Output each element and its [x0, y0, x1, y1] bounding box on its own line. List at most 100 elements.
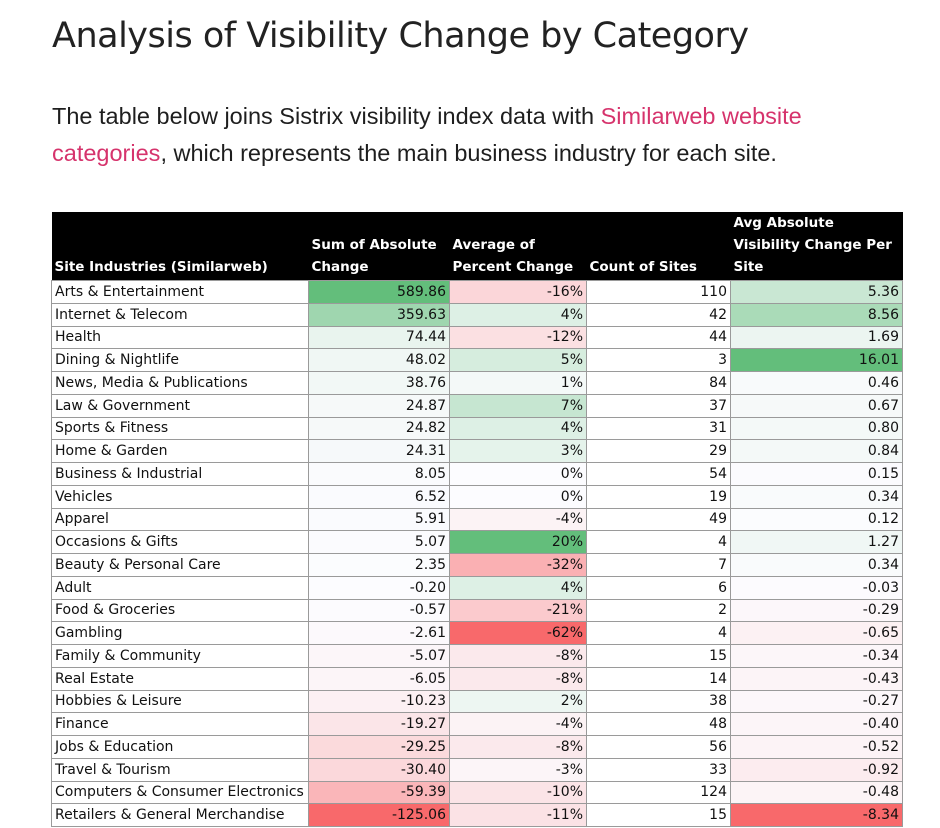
industry-cell: News, Media & Publications [51, 371, 309, 395]
sum-absolute-change-cell: -0.57 [308, 598, 450, 623]
sum-absolute-change-cell: 359.63 [308, 302, 450, 327]
industry-cell: Real Estate [51, 666, 309, 691]
average-percent-change-cell: 7% [449, 393, 587, 418]
industry-cell: Arts & Entertainment [51, 280, 309, 304]
avg-visibility-change-cell: -0.27 [730, 689, 903, 714]
industry-cell: Adult [51, 575, 309, 600]
avg-visibility-change-cell: -0.92 [730, 757, 903, 782]
sum-absolute-change-cell: 589.86 [308, 280, 450, 304]
count-of-sites-cell: 4 [586, 530, 731, 554]
average-percent-change-cell: -8% [449, 644, 587, 668]
table-row: Food & Groceries -0.57 -21% 2 -0.29 [51, 598, 903, 623]
industry-cell: Law & Government [51, 393, 309, 418]
industry-cell: Gambling [51, 621, 309, 645]
sum-absolute-change-cell: 5.07 [308, 530, 450, 554]
avg-visibility-change-cell: -0.52 [730, 735, 903, 759]
sum-absolute-change-cell: 38.76 [308, 371, 450, 395]
industry-cell: Beauty & Personal Care [51, 553, 309, 577]
count-of-sites-cell: 4 [586, 621, 731, 645]
avg-visibility-change-cell: -0.03 [730, 575, 903, 600]
industry-cell: Finance [51, 712, 309, 736]
sum-absolute-change-cell: 8.05 [308, 462, 450, 486]
table-row: Business & Industrial 8.05 0% 54 0.15 [51, 462, 903, 486]
similarweb-categories-link[interactable]: Similarweb website categories [52, 103, 802, 166]
industry-cell: Vehicles [51, 484, 309, 509]
sum-absolute-change-cell: -5.07 [308, 644, 450, 668]
count-of-sites-cell: 2 [586, 598, 731, 623]
count-of-sites-cell: 124 [586, 780, 731, 805]
industry-cell: Travel & Tourism [51, 757, 309, 782]
count-of-sites-cell: 56 [586, 735, 731, 759]
table-row: Arts & Entertainment 589.86 -16% 110 5.36 [51, 280, 903, 304]
table-row: Hobbies & Leisure -10.23 2% 38 -0.27 [51, 689, 903, 714]
sum-absolute-change-cell: 74.44 [308, 325, 450, 350]
header-row: Site Industries (Similarweb) Sum of Abso… [51, 212, 903, 281]
table-row: Health 74.44 -12% 44 1.69 [51, 325, 903, 350]
average-percent-change-cell: 3% [449, 439, 587, 463]
average-percent-change-cell: -21% [449, 598, 587, 623]
table-row: Dining & Nightlife 48.02 5% 3 16.01 [51, 348, 903, 372]
table-row: Computers & Consumer Electronics -59.39 -1… [51, 780, 903, 805]
industry-cell: Family & Community [51, 644, 309, 668]
sum-absolute-change-cell: 24.82 [308, 416, 450, 441]
count-of-sites-cell: 29 [586, 439, 731, 463]
table-row: Retailers & General Merchandise -125.06 -1… [51, 803, 903, 827]
sum-absolute-change-cell: -19.27 [308, 712, 450, 736]
sum-absolute-change-cell: -2.61 [308, 621, 450, 645]
table-row: Sports & Fitness 24.82 4% 31 0.80 [51, 416, 903, 441]
avg-visibility-change-cell: 0.15 [730, 462, 903, 486]
count-of-sites-cell: 54 [586, 462, 731, 486]
avg-visibility-change-cell: -0.65 [730, 621, 903, 645]
count-of-sites-cell: 3 [586, 348, 731, 372]
header-site-industries: Site Industries (Similarweb) [51, 212, 309, 281]
avg-visibility-change-cell: 8.56 [730, 302, 903, 327]
table-row: Gambling -2.61 -62% 4 -0.65 [51, 621, 903, 645]
sum-absolute-change-cell: 24.31 [308, 439, 450, 463]
avg-visibility-change-cell: 0.34 [730, 553, 903, 577]
average-percent-change-cell: -32% [449, 553, 587, 577]
industry-cell: Home & Garden [51, 439, 309, 463]
header-count-of-sites: Count of Sites [586, 212, 731, 281]
table-row: Adult -0.20 4% 6 -0.03 [51, 575, 903, 600]
table-row: Jobs & Education -29.25 -8% 56 -0.52 [51, 735, 903, 759]
table-row: News, Media & Publications 38.76 1% 84 0.46 [51, 371, 903, 395]
avg-visibility-change-cell: 0.80 [730, 416, 903, 441]
avg-visibility-change-cell: 0.34 [730, 484, 903, 509]
avg-visibility-change-cell: -8.34 [730, 803, 903, 827]
count-of-sites-cell: 38 [586, 689, 731, 714]
count-of-sites-cell: 7 [586, 553, 731, 577]
count-of-sites-cell: 19 [586, 484, 731, 509]
industry-cell: Hobbies & Leisure [51, 689, 309, 714]
avg-visibility-change-cell: -0.43 [730, 666, 903, 691]
count-of-sites-cell: 37 [586, 393, 731, 418]
count-of-sites-cell: 44 [586, 325, 731, 350]
sum-absolute-change-cell: 6.52 [308, 484, 450, 509]
avg-visibility-change-cell: -0.29 [730, 598, 903, 623]
average-percent-change-cell: -10% [449, 780, 587, 805]
sum-absolute-change-cell: -6.05 [308, 666, 450, 691]
table-body: Arts & Entertainment 589.86 -16% 110 5.36 Int… [51, 280, 903, 827]
industry-cell: Sports & Fitness [51, 416, 309, 441]
average-percent-change-cell: -11% [449, 803, 587, 827]
table-row: Real Estate -6.05 -8% 14 -0.43 [51, 666, 903, 691]
visibility-table: Site Industries (Similarweb) Sum of Abso… [51, 212, 903, 827]
table-row: Finance -19.27 -4% 48 -0.40 [51, 712, 903, 736]
table-row: Vehicles 6.52 0% 19 0.34 [51, 484, 903, 509]
sum-absolute-change-cell: -10.23 [308, 689, 450, 714]
average-percent-change-cell: 4% [449, 302, 587, 327]
average-percent-change-cell: 0% [449, 462, 587, 486]
count-of-sites-cell: 15 [586, 644, 731, 668]
header-sum-absolute-change: Sum of Absolute Change [308, 212, 450, 281]
table-row: Travel & Tourism -30.40 -3% 33 -0.92 [51, 757, 903, 782]
industry-cell: Food & Groceries [51, 598, 309, 623]
average-percent-change-cell: -8% [449, 666, 587, 691]
avg-visibility-change-cell: 0.12 [730, 507, 903, 532]
sum-absolute-change-cell: 24.87 [308, 393, 450, 418]
industry-cell: Occasions & Gifts [51, 530, 309, 554]
industry-cell: Health [51, 325, 309, 350]
average-percent-change-cell: 20% [449, 530, 587, 554]
avg-visibility-change-cell: 1.69 [730, 325, 903, 350]
average-percent-change-cell: -4% [449, 507, 587, 532]
sum-absolute-change-cell: 5.91 [308, 507, 450, 532]
intro-text-before: The table below joins Sistrix visibility… [52, 103, 601, 129]
